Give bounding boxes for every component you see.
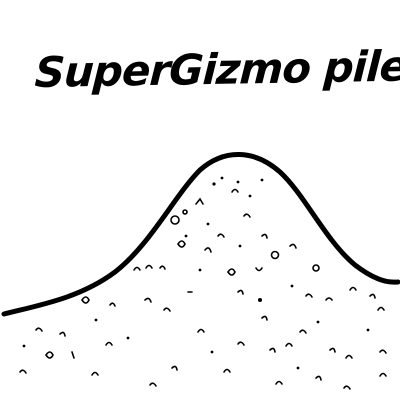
gizmo-mark [177,240,186,248]
gizmo-mark [182,209,188,215]
gizmo-mark [269,347,276,353]
gizmo-mark [237,289,244,295]
gizmo-mark [349,286,357,291]
gizmo-dots [22,176,370,370]
gizmo-mark [217,233,225,238]
gizmo-dot [260,178,264,182]
gizmo-mark [145,264,153,269]
gizmo-mark [45,351,54,359]
gizmo-mark [223,368,231,373]
gizmo-mark [261,233,268,239]
gizmo-mark [159,265,166,270]
gizmo-mark [197,328,205,333]
gizmo-mark [377,306,385,311]
gizmo-mark [170,215,180,225]
gizmo-dot [94,318,98,322]
gizmo-mark [379,349,387,354]
gizmo-mark [325,297,333,301]
gizmo-mark [231,188,239,193]
gizmo-mark [345,354,353,359]
gizmo-mark [289,243,297,249]
gizmo-mark [171,365,178,371]
gizmo-dot [22,344,26,348]
gizmo-dot [238,244,242,248]
gizmo-mark [312,264,320,272]
gizmo-mark [91,371,99,376]
gizmo-dot [206,222,210,226]
gizmo-mark [204,247,212,253]
gizmo-mark [133,266,141,271]
gizmo-mark [71,351,75,359]
gizmo-dot [236,180,240,184]
gizmo-mark [343,385,351,390]
gizmo-dot [126,336,130,340]
gizmo-mark [195,197,204,205]
gizmo-mark [275,380,283,385]
gizmo-mark [369,293,376,299]
gizmo-mark [19,369,27,374]
gizmo-mark [227,268,236,276]
gizmo-mark [149,382,157,387]
gizmo-mark [81,296,90,304]
gizmo-mark [315,375,322,381]
gizmo-dot [248,194,252,198]
gizmo-scatter [19,188,387,390]
gizmo-mark [109,302,116,307]
gizmo-mark [163,307,171,312]
gizmo-dot [290,284,294,288]
gizmo-mark [285,342,293,347]
gizmo-mark [243,213,251,218]
gizmo-mark [329,347,336,353]
gizmo-dot [184,234,188,238]
gizmo-mark [299,329,307,334]
gizmo-mark [255,267,263,272]
gizmo-dot [210,350,214,354]
gizmo-mark [144,297,152,303]
gizmo-dot [366,328,370,332]
gizmo-mark [261,315,268,321]
pile-outline [1,152,400,317]
gizmo-dot [258,298,262,302]
gizmo-mark [59,331,66,337]
gizmo-mark [305,293,313,298]
gizmo-mark [270,250,280,260]
gizmo-dot [316,320,320,324]
gizmo-dot [296,366,300,370]
gizmo-mark [35,327,43,332]
gizmo-mark [379,372,387,377]
gizmo-mark [105,341,113,346]
gizmo-mark [237,341,245,346]
gizmo-dot [220,176,224,180]
gizmo-dot [198,268,202,272]
gizmo-dot [212,182,216,186]
